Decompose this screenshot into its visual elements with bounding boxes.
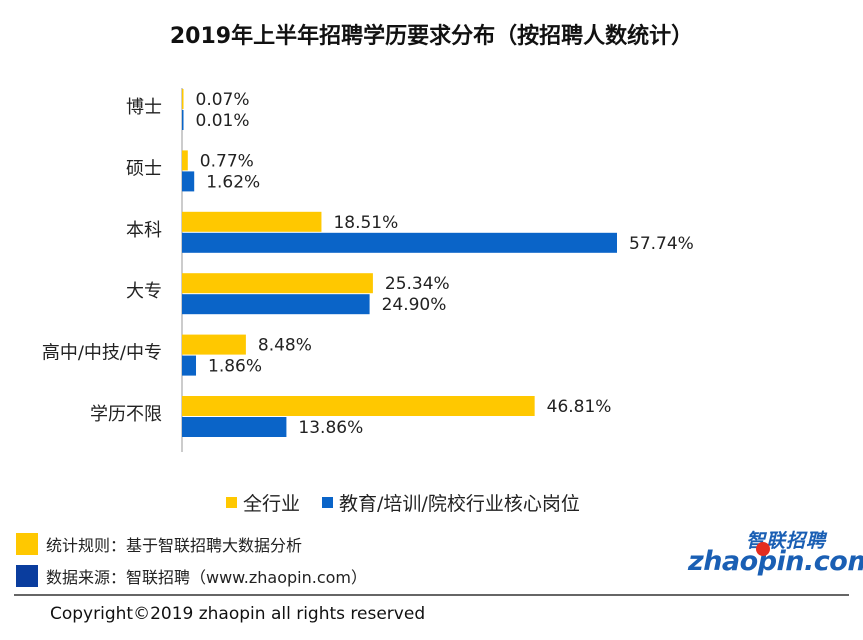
data-label: 0.01% xyxy=(196,111,250,131)
bar-education xyxy=(182,232,617,253)
bar-education xyxy=(182,110,184,130)
category-label: 本科 xyxy=(126,220,162,241)
data-label: 1.62% xyxy=(206,172,260,192)
data-label: 24.90% xyxy=(382,295,447,315)
category-label: 大专 xyxy=(126,281,162,302)
bar-chart: 博士 0.07%0.01% 硕士 0.77%1.62% 本科 18.51% 57.74% 大专… xyxy=(42,88,694,452)
bar-education xyxy=(182,171,195,192)
data-label: 25.34% xyxy=(385,274,450,294)
zhaopin-logo: 智联招聘 zhaopin.com xyxy=(688,526,863,586)
bar-all-industry xyxy=(182,273,373,294)
category-label: 高中/中技/中专 xyxy=(42,343,162,364)
data-label: 13.86% xyxy=(298,418,363,438)
footer-divider xyxy=(14,594,849,596)
chart-legend: 全行业 教育/培训/院校行业核心岗位 xyxy=(226,489,602,516)
bar-all-industry xyxy=(182,396,535,416)
data-label: 46.81% xyxy=(547,397,612,417)
bar-all-industry xyxy=(182,334,246,355)
bar-education xyxy=(182,417,287,437)
category-label: 硕士 xyxy=(126,158,162,179)
bar-education xyxy=(182,355,197,376)
note-source-swatch xyxy=(16,565,38,587)
bar-all-industry xyxy=(182,211,322,232)
legend-label: 全行业 xyxy=(243,493,301,515)
data-label: 0.77% xyxy=(200,151,254,171)
data-label: 18.51% xyxy=(333,213,398,233)
logo-en-text: zhaopin.com xyxy=(688,546,863,577)
data-label: 57.74% xyxy=(629,234,694,254)
note-rule-text: 统计规则：基于智联招聘大数据分析 xyxy=(46,536,303,555)
copyright-text: Copyright©2019 zhaopin all rights reserv… xyxy=(50,604,426,624)
legend-swatch xyxy=(226,497,237,508)
note-rule: 统计规则：基于智联招聘大数据分析 xyxy=(16,532,302,556)
bar-education xyxy=(182,294,370,315)
note-rule-swatch xyxy=(16,533,38,555)
category-label: 学历不限 xyxy=(90,404,162,425)
legend-item: 教育/培训/院校行业核心岗位 xyxy=(322,489,580,516)
category-label: 博士 xyxy=(126,97,162,118)
bar-all-industry xyxy=(182,150,188,171)
legend-label: 教育/培训/院校行业核心岗位 xyxy=(339,493,580,515)
note-source-text: 数据来源：智联招聘（www.zhaopin.com） xyxy=(46,568,368,587)
note-source: 数据来源：智联招聘（www.zhaopin.com） xyxy=(16,564,367,588)
bar-all-industry xyxy=(182,89,184,109)
logo-dot-icon xyxy=(756,542,770,556)
data-label: 1.86% xyxy=(208,357,262,377)
legend-swatch xyxy=(322,497,334,508)
data-label: 8.48% xyxy=(258,336,312,356)
data-label: 0.07% xyxy=(196,90,250,110)
legend-item: 全行业 xyxy=(226,489,300,516)
chart-title: 2019年上半年招聘学历要求分布（按招聘人数统计） xyxy=(169,24,694,49)
